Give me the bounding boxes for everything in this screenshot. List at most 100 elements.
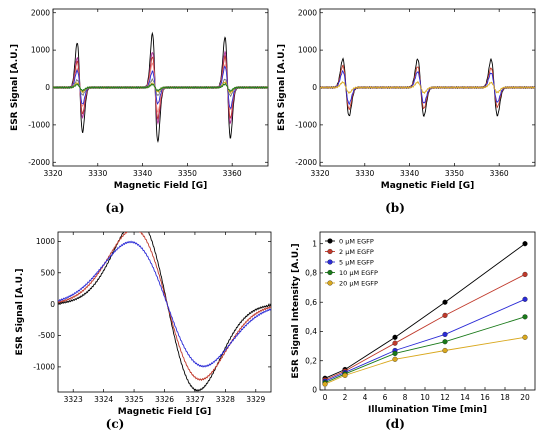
data-point [522,314,528,320]
x-tick-label: 3360 [490,169,509,178]
x-tick-label: 14 [460,393,470,402]
x-tick-label: 2 [343,393,348,402]
x-tick-label: 12 [440,393,450,402]
y-tick-label: 2000 [31,8,50,17]
y-tick-label: -500 [38,331,55,340]
data-point [322,381,328,387]
x-tick-label: 3328 [216,395,235,404]
fit-line [324,298,526,382]
spectrum-series-red [58,232,271,382]
x-tick-label: 3360 [223,169,242,178]
x-axis-label: Magnetic Field [G] [381,181,474,191]
spectrum-series-blue [58,240,271,368]
x-tick-label: 3350 [445,169,464,178]
plot-area [320,57,535,118]
x-tick-label: 0 [323,393,328,402]
y-tick-label: 0 [45,83,50,92]
panel-d: 0 2 4 6 8 10 12 14 16 18 20 0 0,2 0,4 0,6 0,8 1 Illuminat… [291,231,536,431]
y-tick-label: 0 [312,386,317,395]
x-axis-label: Illumination Time [min] [368,405,487,415]
y-tick-label: 0,8 [305,269,317,278]
y-tick-label: -1000 [28,120,50,129]
y-tick-label: 0,2 [305,356,317,365]
panel-label: (c) [106,417,125,431]
plot-area [58,232,271,392]
y-tick-label: 0 [312,83,317,92]
x-tick-label: 3327 [185,395,204,404]
x-tick-label: 4 [363,393,368,402]
legend-entry: 0 μM EGFP [339,237,374,245]
y-tick-label: 0 [50,300,55,309]
legend-entry: 2 μM EGFP [339,248,374,256]
y-tick-label: 1000 [31,46,50,55]
y-tick-label: -1000 [295,120,317,129]
spectrum-series-black [58,232,271,392]
data-point [342,372,348,378]
plot-frame [57,231,272,393]
y-axis-label: ESR Signal Intensity [A.U.] [291,243,301,378]
plot-frame [319,231,536,391]
fit-line [324,274,526,381]
spectrum-series-gold [320,80,535,95]
legend-marker [327,269,333,276]
data-point [392,350,398,356]
fit-line [324,336,526,385]
x-tick-label: 8 [403,393,408,402]
y-axis-label: ESR Signal [A.U.] [10,44,20,131]
plot-area [53,31,268,143]
legend-entry: 20 μM EGFP [339,279,378,287]
data-point [392,356,398,362]
x-tick-label: 18 [500,393,510,402]
data-point [442,339,448,345]
legend-marker [327,280,333,286]
x-tick-label: 3320 [310,169,329,178]
x-axis-label: Magnetic Field [G] [118,407,211,417]
x-tick-label: 3340 [400,169,419,178]
data-point [522,296,528,302]
data-point [442,312,448,318]
y-tick-label: 1000 [298,46,317,55]
data-point [522,241,528,247]
y-tick-label: 2000 [298,8,317,17]
panel-label: (b) [385,201,405,215]
y-tick-label: -2000 [295,158,317,167]
panel-b: 3320 3330 3340 3350 3360 -2000 -1000 0 1000 2000 M… [277,8,536,215]
x-tick-label: 3326 [155,395,174,404]
panel-c: 3323 3324 3325 3326 3327 3328 3329 -1000 -500 0 50… [15,231,272,431]
data-point [442,347,448,354]
data-point [522,271,528,277]
x-tick-label: 3325 [125,395,144,404]
y-tick-label: 0,6 [305,298,317,307]
x-axis-label: Magnetic Field [G] [114,181,207,191]
data-point [392,334,398,340]
legend-entry: 10 μM EGFP [339,269,378,277]
y-tick-label: 500 [41,268,56,277]
y-axis-label: ESR Signal [A.U.] [277,44,287,131]
panel-label: (a) [105,201,124,215]
legend-marker [327,248,333,255]
y-axis-label: ESR Signal [A.U.] [15,269,25,356]
y-tick-label: 1 [312,239,317,248]
legend-marker [327,238,333,244]
legend-marker [327,259,333,265]
spectrum-series-green [53,82,268,93]
x-tick-label: 3330 [88,169,107,178]
x-tick-label: 6 [383,393,388,402]
panel-a: 3320 3330 3340 3350 3360 -2000 -1000 0 1000 2000 M… [10,8,269,215]
y-tick-label: 1000 [36,237,55,246]
data-point [442,299,448,305]
y-tick-label: -2000 [28,158,50,167]
x-tick-label: 3324 [94,395,113,404]
x-tick-label: 10 [420,393,430,402]
x-tick-label: 3320 [43,169,62,178]
data-point [522,334,528,340]
data-point [392,340,398,346]
x-tick-label: 3340 [133,169,152,178]
legend-entry: 5 μM EGFP [339,258,374,266]
legend: 0 μM EGFP 2 μM EGFP 5 μM EGFP 10 μM EGFP 20 … [325,237,378,287]
panel-label: (d) [385,417,405,431]
x-tick-label: 3329 [246,395,265,404]
x-tick-label: 16 [480,393,490,402]
x-tick-label: 3350 [178,169,197,178]
